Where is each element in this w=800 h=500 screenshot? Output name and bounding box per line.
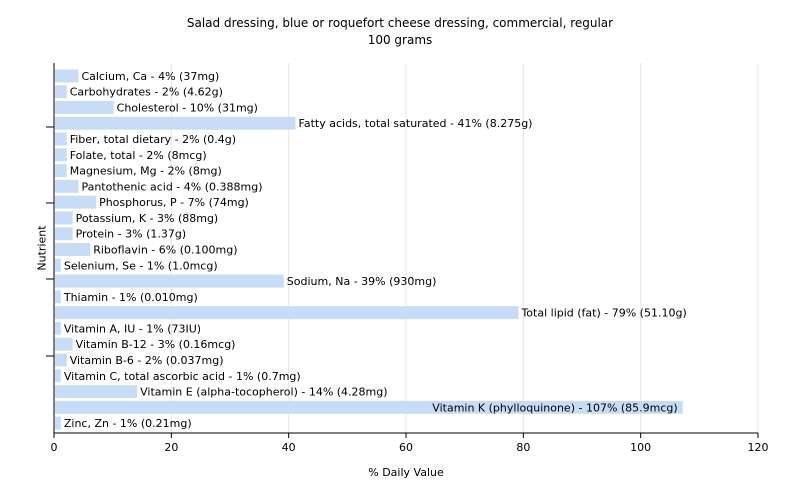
bar	[55, 321, 61, 335]
bar	[55, 337, 73, 351]
x-tick-label: 60	[399, 441, 413, 454]
bar-label: Sodium, Na - 39% (930mg)	[287, 275, 437, 288]
bar-label: Fiber, total dietary - 2% (0.4g)	[70, 133, 236, 146]
bar-label: Vitamin B-6 - 2% (0.037mg)	[70, 354, 224, 367]
bar-label: Cholesterol - 10% (31mg)	[117, 101, 258, 114]
bar	[55, 100, 114, 114]
bar-label: Calcium, Ca - 4% (37mg)	[81, 70, 219, 83]
x-tick-label: 120	[748, 441, 769, 454]
y-axis-label: Nutrient	[35, 225, 49, 271]
bar	[55, 416, 61, 430]
bar-label: Selenium, Se - 1% (1.0mcg)	[64, 259, 218, 272]
bar	[55, 243, 91, 256]
bar-label: Phosphorus, P - 7% (74mg)	[99, 196, 249, 209]
bar-label: Zinc, Zn - 1% (0.21mg)	[64, 417, 192, 430]
bar	[55, 385, 138, 399]
bar-label: Vitamin E (alpha-tocopherol) - 14% (4.28…	[140, 386, 387, 399]
bar-label: Thiamin - 1% (0.010mg)	[63, 291, 198, 304]
bar	[55, 211, 73, 225]
x-axis-label: % Daily Value	[368, 466, 444, 479]
bar	[55, 116, 296, 130]
bar-label: Riboflavin - 6% (0.100mg)	[93, 244, 237, 257]
bar-label: Vitamin A, IU - 1% (73IU)	[64, 322, 201, 335]
bar	[55, 274, 284, 288]
x-tick-label: 0	[51, 441, 58, 454]
bar	[55, 164, 67, 178]
x-tick-label: 20	[164, 441, 178, 454]
bar	[55, 85, 67, 99]
x-tick-label: 40	[282, 441, 296, 454]
bar-label: Vitamin B-12 - 3% (0.16mcg)	[76, 338, 236, 351]
bar-label: Total lipid (fat) - 79% (51.10g)	[520, 307, 686, 320]
bar-label: Fatty acids, total saturated - 41% (8.27…	[299, 117, 533, 130]
bar	[55, 369, 61, 383]
bar-label: Magnesium, Mg - 2% (8mg)	[70, 165, 222, 178]
bar	[55, 69, 79, 83]
x-tick-label: 80	[516, 441, 530, 454]
bar	[55, 258, 61, 272]
bar-label: Potassium, K - 3% (88mg)	[76, 212, 219, 225]
bar-label: Pantothenic acid - 4% (0.388mg)	[81, 180, 262, 193]
bar-label: Vitamin C, total ascorbic acid - 1% (0.7…	[64, 370, 301, 383]
bar-label: Carbohydrates - 2% (4.62g)	[70, 86, 223, 99]
bar-label: Protein - 3% (1.37g)	[76, 228, 187, 241]
bar-label: Folate, total - 2% (8mcg)	[70, 149, 207, 162]
x-tick-label: 100	[630, 441, 651, 454]
chart-subtitle: 100 grams	[367, 33, 433, 47]
bar	[55, 353, 67, 367]
bar	[55, 290, 61, 304]
bar	[55, 400, 683, 414]
bar	[55, 132, 67, 146]
bar	[55, 227, 73, 241]
bar-label: Vitamin K (phylloquinone) - 107% (85.9mc…	[432, 401, 677, 414]
bar	[55, 179, 79, 193]
bar	[55, 148, 67, 162]
chart-title: Salad dressing, blue or roquefort cheese…	[186, 16, 614, 30]
bar	[55, 195, 97, 209]
bar	[55, 306, 519, 320]
